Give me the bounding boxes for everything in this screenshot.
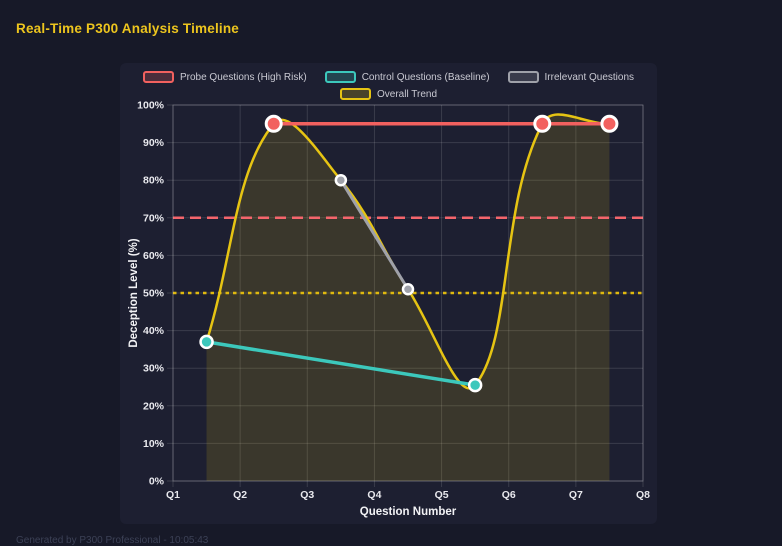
series-line-irrelevant-questions [339, 178, 410, 291]
page-title: Real-Time P300 Analysis Timeline [16, 21, 240, 36]
legend-label: Control Questions (Baseline) [361, 71, 490, 83]
legend-label: Irrelevant Questions [544, 71, 635, 83]
legend-label: Overall Trend [376, 88, 438, 100]
y-tick-label: 10% [143, 438, 165, 450]
data-point[interactable] [199, 334, 214, 350]
legend-swatch [142, 71, 174, 83]
x-tick-label: Q2 [233, 489, 247, 501]
legend-label: Probe Questions (High Risk) [179, 71, 307, 83]
trend-area-fill [206, 114, 610, 481]
data-point[interactable] [600, 114, 619, 133]
y-tick-label: 70% [143, 212, 165, 224]
chart-legend: Probe Questions (High Risk) Control Quest… [120, 71, 657, 100]
y-tick-label: 60% [143, 250, 165, 262]
plot-border [172, 104, 644, 482]
x-tick-label: Q7 [569, 489, 583, 501]
legend-item-probe-questions-high-risk[interactable]: Probe Questions (High Risk) [142, 71, 307, 83]
x-tick-label: Q1 [166, 489, 180, 501]
x-tick-label: Q3 [300, 489, 314, 501]
x-tick-label: Q6 [502, 489, 516, 501]
footer-note: Generated by P300 Professional - 10:05:4… [16, 535, 209, 546]
y-tick-label: 40% [143, 325, 165, 337]
y-tick-label: 0% [149, 476, 165, 488]
y-tick-label: 20% [143, 400, 165, 412]
data-point[interactable] [334, 173, 348, 187]
legend-item-irrelevant-questions[interactable]: Irrelevant Questions [507, 71, 635, 83]
x-tick-label: Q5 [435, 489, 449, 501]
y-tick-label: 100% [137, 100, 165, 112]
legend-item-control-questions-baseline[interactable]: Control Questions (Baseline) [324, 71, 490, 83]
chart-panel: Probe Questions (High Risk) Control Quest… [120, 63, 657, 524]
x-tick-label: Q8 [636, 489, 650, 501]
legend-swatch [507, 71, 539, 83]
y-axis-title: Deception Level (%) [128, 238, 140, 347]
data-point[interactable] [401, 282, 415, 296]
timeline-chart: Question Number Deception Level (%) Q1 Q2… [128, 100, 650, 519]
y-tick-label: 90% [143, 137, 165, 149]
y-tick-label: 50% [143, 288, 165, 300]
data-point[interactable] [467, 377, 483, 393]
legend-swatch [339, 88, 371, 100]
x-axis-title: Question Number [360, 506, 457, 518]
legend-item-overall-trend[interactable]: Overall Trend [339, 88, 438, 100]
y-tick-label: 30% [143, 363, 165, 375]
data-point[interactable] [533, 114, 552, 133]
legend-swatch [324, 71, 356, 83]
y-tick-label: 80% [143, 175, 165, 187]
series-line-control-questions-baseline [204, 340, 477, 387]
x-tick-label: Q4 [367, 489, 381, 501]
data-point[interactable] [264, 114, 283, 133]
